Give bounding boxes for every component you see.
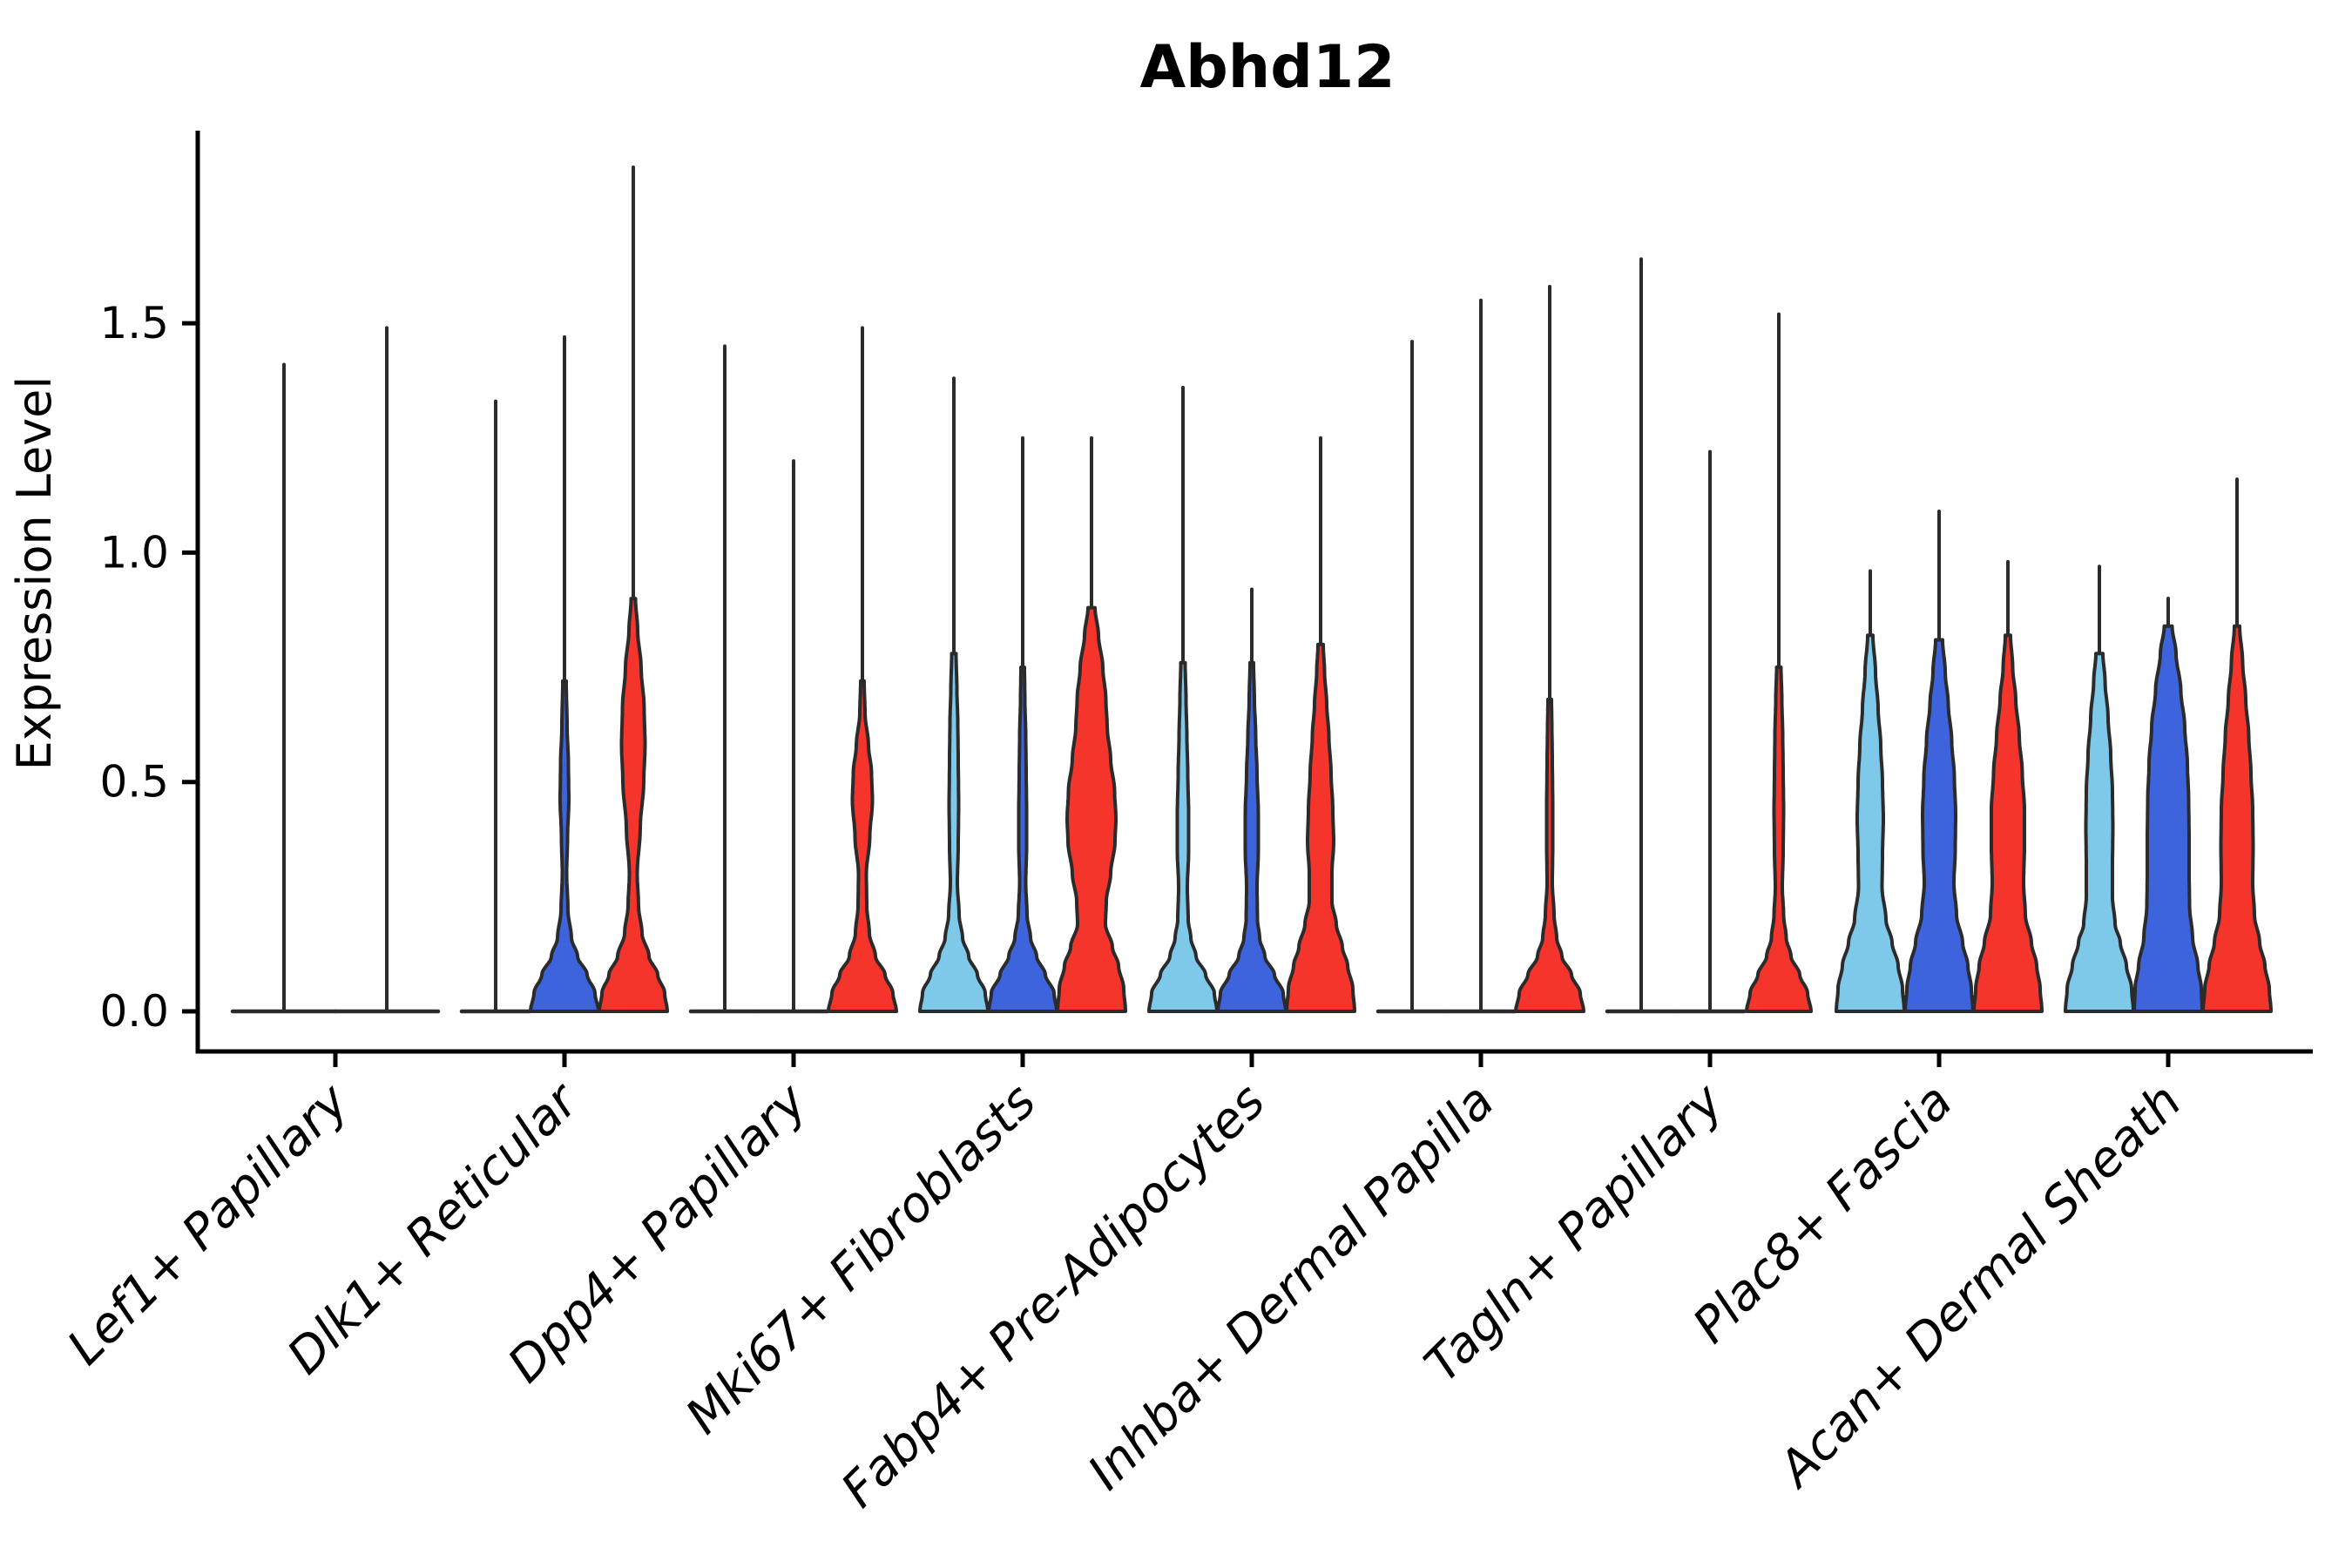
violin-body: [2064, 652, 2135, 1013]
violin-6-1: [1375, 340, 1449, 1014]
violin-3-1: [688, 344, 761, 1014]
violin-9-2: [2132, 597, 2204, 1013]
violin-7-2: [1673, 449, 1747, 1014]
violin-5-2: [1216, 587, 1288, 1013]
violin-body: [987, 666, 1058, 1013]
x-tick-label: Fabp4+ Pre-Adipocytes: [831, 1073, 1276, 1518]
violin-1-1: [230, 362, 338, 1014]
violin-6-2: [1444, 298, 1517, 1014]
violin-6-3: [1514, 284, 1585, 1013]
violin-body: [1147, 660, 1219, 1013]
chart-title: Abhd12: [1139, 33, 1395, 102]
x-tick-label: Inhba+ Dermal Papilla: [1078, 1073, 1505, 1501]
violin-2-2: [529, 335, 600, 1013]
violin-8-3: [1972, 559, 2044, 1013]
violin-body: [1745, 666, 1813, 1013]
violin-4-3: [1056, 436, 1127, 1013]
violin-8-1: [1835, 569, 1906, 1013]
violin-7-3: [1745, 312, 1813, 1013]
y-tick-label: 1.5: [99, 298, 169, 348]
violin-body: [827, 679, 898, 1013]
violin-5-3: [1285, 436, 1356, 1013]
violin-5-1: [1147, 385, 1219, 1013]
violin-body: [1216, 660, 1288, 1013]
violin-body: [1903, 638, 1975, 1013]
violin-body: [598, 597, 669, 1013]
violin-2-1: [459, 399, 532, 1014]
x-tick-label: Acan+ Dermal Sheath: [1767, 1073, 2193, 1499]
violins: [230, 166, 2273, 1014]
violin-body: [1835, 633, 1906, 1013]
y-tick-label: 1.0: [99, 527, 169, 578]
violin-body: [1972, 633, 2044, 1013]
violin-body: [2132, 624, 2204, 1013]
violin-body: [2201, 624, 2273, 1013]
violin-body: [529, 679, 600, 1013]
violin-3-2: [757, 459, 830, 1014]
y-tick-label: 0.0: [99, 986, 169, 1037]
violin-4-1: [918, 376, 990, 1013]
violin-3-3: [827, 326, 898, 1013]
violin-2-3: [598, 166, 669, 1013]
y-tick-label: 0.5: [99, 757, 169, 808]
violin-body: [1514, 697, 1585, 1013]
violin-9-1: [2064, 564, 2135, 1013]
violin-body: [1285, 642, 1356, 1013]
violin-8-2: [1903, 510, 1975, 1013]
violin-7-1: [1605, 257, 1678, 1014]
y-axis-label: Expression Level: [7, 376, 62, 771]
violin-1-2: [333, 326, 441, 1014]
violin-9-3: [2201, 477, 2273, 1013]
violin-body: [1056, 605, 1127, 1013]
violin-4-2: [987, 436, 1058, 1013]
violin-body: [918, 652, 990, 1013]
